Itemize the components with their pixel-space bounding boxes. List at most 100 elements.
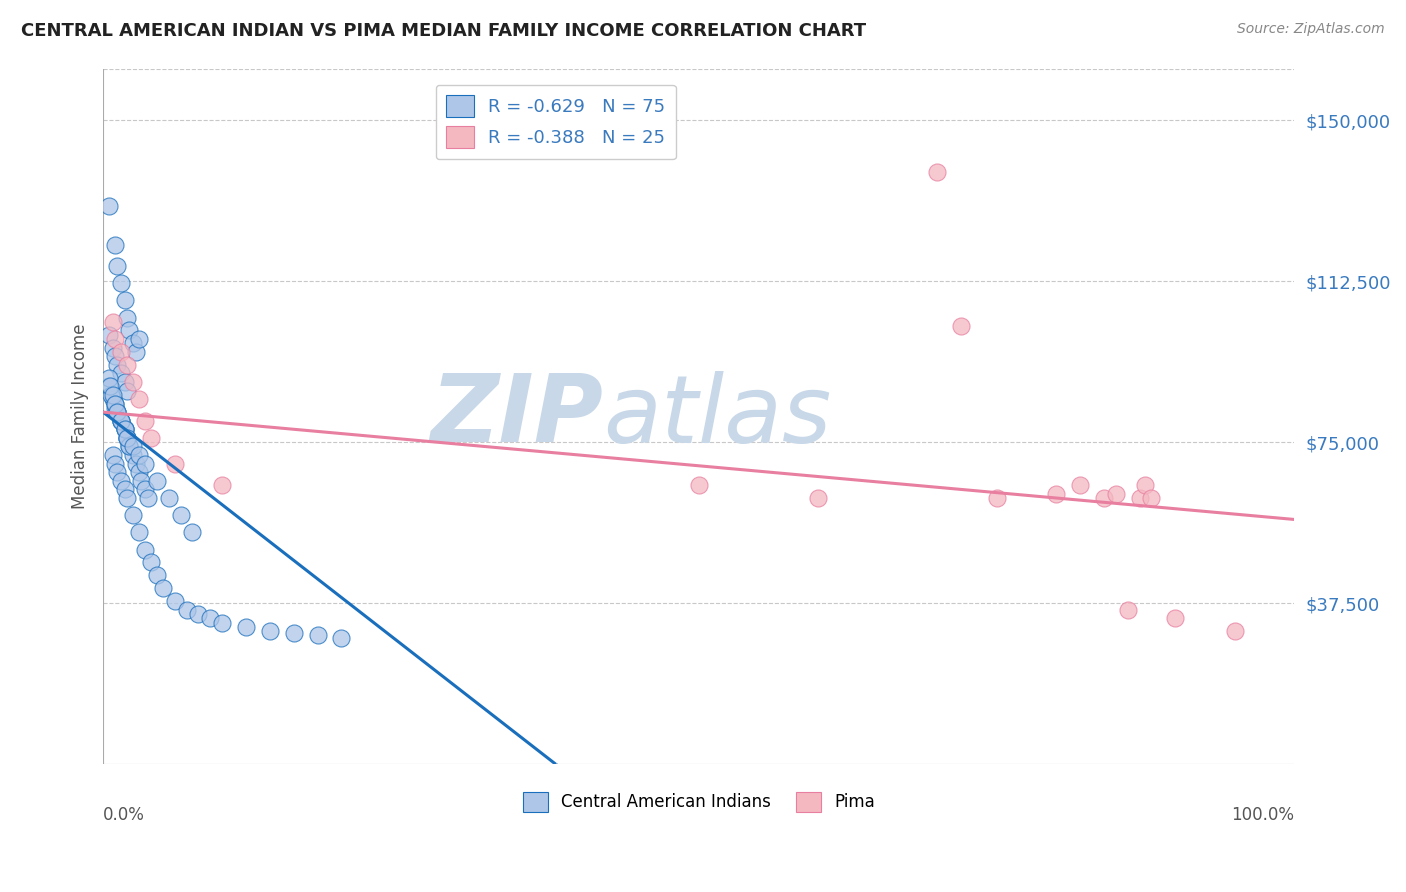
Point	[115, 310, 138, 325]
Point	[330, 631, 353, 645]
Point	[152, 581, 174, 595]
Point	[138, 491, 160, 505]
Point	[107, 405, 129, 419]
Point	[122, 508, 145, 523]
Point	[104, 349, 127, 363]
Point	[145, 474, 167, 488]
Point	[101, 315, 124, 329]
Point	[181, 525, 204, 540]
Text: ZIP: ZIP	[430, 370, 603, 462]
Point	[1045, 486, 1067, 500]
Point	[134, 457, 156, 471]
Point	[98, 199, 121, 213]
Point	[110, 277, 132, 291]
Point	[211, 478, 233, 492]
Point	[1092, 491, 1115, 505]
Point	[107, 259, 129, 273]
Point	[134, 483, 156, 497]
Point	[139, 556, 162, 570]
Point	[176, 602, 198, 616]
Point	[114, 422, 136, 436]
Point	[122, 336, 145, 351]
Point	[1140, 491, 1163, 505]
Point	[163, 457, 186, 471]
Point	[110, 345, 132, 359]
Point	[122, 375, 145, 389]
Point	[128, 392, 150, 407]
Point	[125, 457, 148, 471]
Point	[128, 525, 150, 540]
Point	[104, 237, 127, 252]
Point	[104, 396, 127, 410]
Point	[115, 491, 138, 505]
Text: atlas: atlas	[603, 371, 832, 462]
Point	[259, 624, 281, 639]
Point	[134, 414, 156, 428]
Point	[1135, 478, 1157, 492]
Point	[129, 474, 152, 488]
Point	[110, 414, 132, 428]
Point	[115, 431, 138, 445]
Point	[688, 478, 710, 492]
Y-axis label: Median Family Income: Median Family Income	[72, 324, 89, 509]
Point	[157, 491, 180, 505]
Point	[114, 483, 136, 497]
Point	[115, 384, 138, 398]
Point	[107, 405, 129, 419]
Point	[1128, 491, 1150, 505]
Point	[187, 607, 209, 621]
Point	[98, 379, 121, 393]
Point	[128, 465, 150, 479]
Point	[101, 388, 124, 402]
Point	[114, 375, 136, 389]
Point	[122, 448, 145, 462]
Point	[110, 414, 132, 428]
Point	[1105, 486, 1128, 500]
Point	[128, 332, 150, 346]
Text: 0.0%: 0.0%	[103, 806, 145, 824]
Point	[1069, 478, 1091, 492]
Point	[110, 474, 132, 488]
Point	[115, 431, 138, 445]
Point	[101, 392, 124, 407]
Point	[1164, 611, 1187, 625]
Point	[98, 379, 121, 393]
Point	[118, 440, 141, 454]
Point	[114, 422, 136, 436]
Point	[307, 628, 329, 642]
Point	[949, 319, 972, 334]
Point	[118, 324, 141, 338]
Point	[1223, 624, 1246, 639]
Point	[110, 414, 132, 428]
Point	[235, 620, 257, 634]
Point	[104, 396, 127, 410]
Point	[1116, 602, 1139, 616]
Point	[115, 358, 138, 372]
Point	[118, 440, 141, 454]
Point	[114, 293, 136, 308]
Point	[134, 542, 156, 557]
Point	[98, 370, 121, 384]
Point	[200, 611, 222, 625]
Point	[283, 626, 305, 640]
Point	[986, 491, 1008, 505]
Point	[114, 422, 136, 436]
Point	[104, 401, 127, 415]
Point	[163, 594, 186, 608]
Legend: Central American Indians, Pima: Central American Indians, Pima	[516, 785, 882, 819]
Point	[115, 431, 138, 445]
Point	[125, 345, 148, 359]
Text: 100.0%: 100.0%	[1232, 806, 1295, 824]
Point	[104, 332, 127, 346]
Text: Source: ZipAtlas.com: Source: ZipAtlas.com	[1237, 22, 1385, 37]
Point	[128, 448, 150, 462]
Point	[107, 358, 129, 372]
Point	[169, 508, 191, 523]
Point	[145, 568, 167, 582]
Point	[122, 440, 145, 454]
Point	[100, 388, 122, 402]
Point	[925, 164, 948, 178]
Point	[101, 448, 124, 462]
Point	[139, 431, 162, 445]
Point	[98, 327, 121, 342]
